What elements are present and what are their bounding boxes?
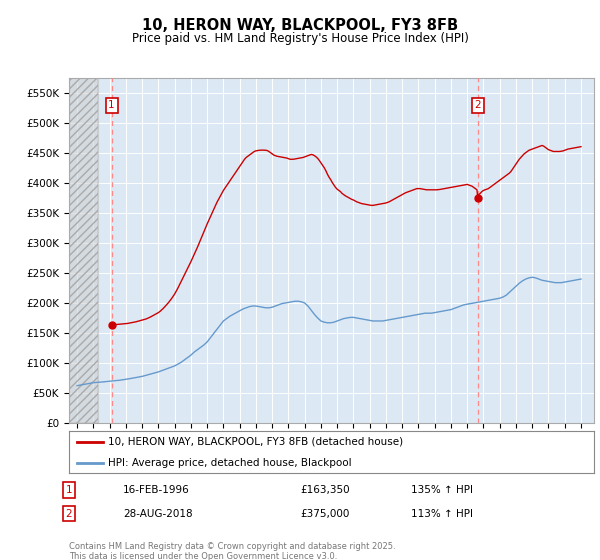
Text: Price paid vs. HM Land Registry's House Price Index (HPI): Price paid vs. HM Land Registry's House … <box>131 31 469 45</box>
Text: Contains HM Land Registry data © Crown copyright and database right 2025.
This d: Contains HM Land Registry data © Crown c… <box>69 542 395 560</box>
Text: 135% ↑ HPI: 135% ↑ HPI <box>411 485 473 495</box>
Text: 113% ↑ HPI: 113% ↑ HPI <box>411 508 473 519</box>
Text: HPI: Average price, detached house, Blackpool: HPI: Average price, detached house, Blac… <box>109 458 352 468</box>
Bar <box>69 78 98 423</box>
Text: 2: 2 <box>65 508 73 519</box>
Text: £375,000: £375,000 <box>300 508 349 519</box>
Text: 2: 2 <box>475 100 481 110</box>
Text: 28-AUG-2018: 28-AUG-2018 <box>123 508 193 519</box>
Text: 1: 1 <box>65 485 73 495</box>
Bar <box>69 78 98 423</box>
Text: 1: 1 <box>108 100 115 110</box>
Text: 10, HERON WAY, BLACKPOOL, FY3 8FB: 10, HERON WAY, BLACKPOOL, FY3 8FB <box>142 18 458 32</box>
Text: 10, HERON WAY, BLACKPOOL, FY3 8FB (detached house): 10, HERON WAY, BLACKPOOL, FY3 8FB (detac… <box>109 437 404 447</box>
Text: £163,350: £163,350 <box>300 485 350 495</box>
Text: 16-FEB-1996: 16-FEB-1996 <box>123 485 190 495</box>
